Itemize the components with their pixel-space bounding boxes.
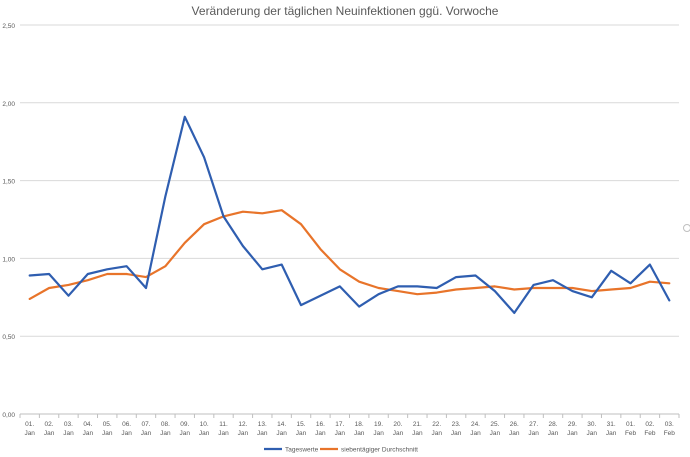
x-tick-label-month: Jan [509,430,520,437]
x-tick-label-month: Jan [218,430,229,437]
x-tick-label-month: Feb [664,430,676,437]
x-tick-label-day: 28. [548,421,557,428]
x-tick-label-month: Jan [548,430,559,437]
x-tick-label-day: 30. [587,421,596,428]
x-tick-label-month: Jan [180,430,191,437]
x-tick-label-day: 20. [393,421,402,428]
x-tick-label-day: 02. [645,421,654,428]
y-tick-label: 1,50 [2,179,15,186]
x-tick-label-month: Jan [567,430,578,437]
legend-label: siebentägiger Durchschnitt [341,447,418,454]
x-tick-label-day: 31. [607,421,616,428]
x-tick-label-month: Jan [490,430,501,437]
x-tick-label-month: Feb [625,430,637,437]
x-tick-label-month: Jan [528,430,539,437]
x-tick-label-day: 22. [432,421,441,428]
x-tick-label-day: 03. [64,421,73,428]
y-tick-label: 1,00 [2,256,15,263]
x-tick-label-month: Jan [141,430,152,437]
x-tick-label-month: Jan [431,430,442,437]
x-tick-label-month: Jan [160,430,171,437]
x-tick-label-day: 16. [316,421,325,428]
x-tick-label-day: 10. [200,421,209,428]
x-tick-label-day: 26. [510,421,519,428]
x-tick-label-month: Jan [121,430,132,437]
x-tick-label-day: 29. [568,421,577,428]
x-tick-label-day: 11. [219,421,228,428]
legend-label: Tageswerte [285,447,319,454]
x-tick-label-day: 03. [665,421,674,428]
x-tick-label-month: Jan [315,430,326,437]
x-tick-label-month: Jan [199,430,210,437]
x-tick-label-day: 01. [626,421,635,428]
x-tick-label-day: 08. [161,421,170,428]
x-tick-label-month: Jan [373,430,384,437]
x-tick-label-day: 01. [25,421,34,428]
y-tick-label: 2,00 [2,101,15,108]
x-tick-label-month: Jan [24,430,35,437]
x-tick-label-day: 04. [83,421,92,428]
x-tick-label-day: 05. [103,421,112,428]
x-tick-label-month: Jan [296,430,307,437]
x-tick-label-month: Jan [44,430,55,437]
x-tick-label-day: 13. [258,421,267,428]
x-tick-label-month: Jan [412,430,423,437]
x-tick-label-month: Jan [354,430,365,437]
x-tick-label-month: Jan [393,430,404,437]
x-tick-label-month: Jan [451,430,462,437]
x-tick-label-day: 19. [374,421,383,428]
x-tick-label-day: 24. [471,421,480,428]
x-tick-label-month: Jan [276,430,287,437]
x-tick-label-day: 15. [297,421,306,428]
x-tick-label-month: Jan [257,430,268,437]
y-tick-label: 2,50 [2,23,15,30]
x-tick-label-month: Jan [102,430,113,437]
x-tick-label-month: Jan [606,430,617,437]
x-tick-label-day: 09. [180,421,189,428]
x-tick-label-day: 12. [238,421,247,428]
y-tick-label: 0,00 [2,412,15,419]
x-tick-label-day: 21. [413,421,422,428]
series-line-tageswerte [28,115,671,314]
x-tick-label-month: Feb [644,430,656,437]
x-tick-label-day: 18. [355,421,364,428]
x-tick-label-month: Jan [238,430,249,437]
series-line-durchschnitt [28,209,671,300]
x-tick-label-day: 06. [122,421,131,428]
chart-title: Veränderung der täglichen Neuinfektionen… [191,4,499,18]
x-tick-label-day: 23. [452,421,461,428]
x-tick-label-month: Jan [587,430,598,437]
x-tick-label-day: 25. [490,421,499,428]
x-tick-label-month: Jan [83,430,94,437]
resize-handle[interactable] [683,224,690,232]
x-tick-label-month: Jan [63,430,74,437]
x-tick-label-day: 02. [45,421,54,428]
x-tick-label-day: 14. [277,421,286,428]
x-tick-label-day: 07. [141,421,150,428]
x-tick-label-month: Jan [335,430,346,437]
x-tick-label-day: 27. [529,421,538,428]
x-tick-label-day: 17. [335,421,344,428]
y-tick-label: 0,50 [2,334,15,341]
x-tick-label-month: Jan [470,430,481,437]
